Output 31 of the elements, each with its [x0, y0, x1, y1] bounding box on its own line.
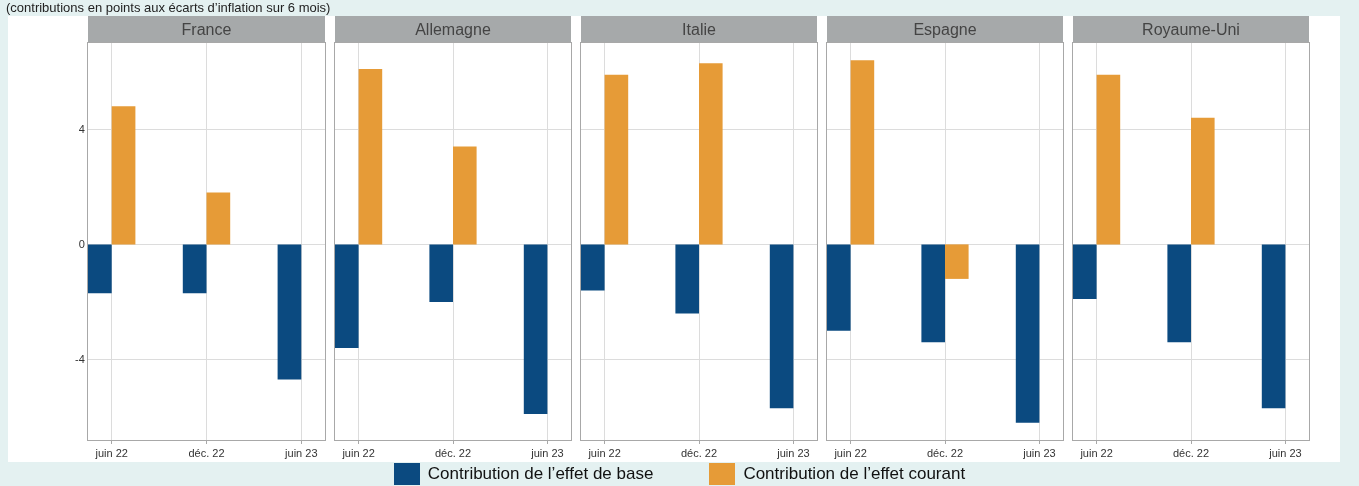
- chart-title: Royaume-Uni: [1142, 21, 1240, 39]
- x-tick-label: déc. 22: [680, 447, 718, 460]
- chart-title: Allemagne: [415, 21, 491, 39]
- x-tick-label: juin 23: [284, 447, 318, 460]
- bar: [111, 106, 136, 245]
- x-tick-label: juin 22: [833, 447, 867, 460]
- chart-subtitle: (contributions en points aux écarts d’inflation sur 6 mois): [6, 0, 331, 15]
- bar: [88, 244, 112, 294]
- x-tick-label: juin 22: [1079, 447, 1113, 460]
- bar: [277, 244, 302, 380]
- y-tick-label: 0: [78, 238, 85, 251]
- chart-title: France: [181, 21, 232, 39]
- x-tick-label: déc. 22: [1172, 447, 1210, 460]
- x-tick-label: juin 23: [530, 447, 564, 460]
- chart-title: Espagne: [913, 21, 977, 39]
- y-tick-label: -4: [75, 353, 85, 366]
- x-tick-label: déc. 22: [926, 447, 964, 460]
- x-tick-label: déc. 22: [188, 447, 225, 460]
- legend-label: Contribution de l’effet de base: [427, 464, 654, 484]
- x-tick-label: juin 22: [94, 447, 128, 460]
- y-tick-label: 4: [78, 123, 85, 136]
- x-tick-label: juin 22: [587, 447, 621, 460]
- x-tick-label: déc. 22: [434, 447, 472, 460]
- x-tick-label: juin 22: [341, 447, 375, 460]
- legend-label: Contribution de l’effet courant: [743, 464, 966, 484]
- chart-title: Italie: [682, 21, 716, 39]
- x-tick-label: juin 23: [1022, 447, 1056, 460]
- bar: [206, 192, 231, 245]
- x-tick-label: juin 23: [776, 447, 810, 460]
- bar: [182, 244, 207, 294]
- x-tick-label: juin 23: [1268, 447, 1302, 460]
